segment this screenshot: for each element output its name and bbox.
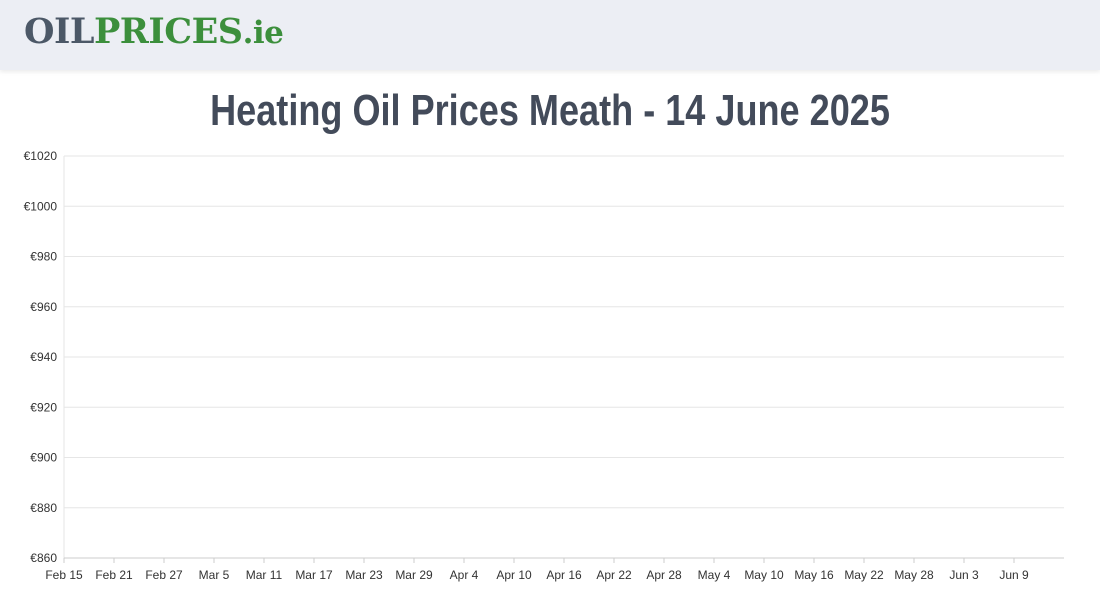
x-tick-label: Mar 17 (295, 568, 333, 582)
price-area-chart: €860 €880 €900 €920 €940 €960 €980 €1000 €1020 F… (0, 140, 1064, 582)
x-tick-label: May 28 (894, 568, 934, 582)
x-tick-label: Jun 9 (999, 568, 1029, 582)
y-tick-label: €960 (30, 300, 57, 314)
x-tick-label: May 22 (844, 568, 884, 582)
y-tick-label: €860 (30, 551, 57, 565)
logo-prices-text: PRICES (93, 11, 243, 52)
x-tick-label: Apr 4 (450, 568, 479, 582)
x-tick-label: May 4 (698, 568, 731, 582)
site-header: OIL PRICES .ie (0, 0, 1100, 70)
y-axis-ticks: €860 €880 €900 €920 €940 €960 €980 €1000 €1020 (24, 149, 58, 565)
logo-oil-text: OIL (24, 11, 94, 52)
y-tick-label: €1020 (24, 149, 58, 163)
x-tick-label: May 16 (794, 568, 834, 582)
page-title: Heating Oil Prices Meath - 14 June 2025 (210, 86, 890, 135)
chart-grid (63, 155, 1064, 559)
x-tick-label: May 10 (744, 568, 784, 582)
x-tick-label: Apr 28 (646, 568, 682, 582)
x-tick-label: Apr 22 (596, 568, 632, 582)
y-tick-label: €900 (30, 451, 57, 465)
y-tick-label: €1000 (24, 199, 58, 213)
x-axis-ticks: Feb 15 Feb 21 Feb 27 Mar 5 Mar 11 Mar 17 Mar 2… (45, 558, 1029, 582)
x-tick-label: Jun 3 (949, 568, 979, 582)
x-tick-label: Mar 11 (246, 568, 283, 582)
x-tick-label: Mar 23 (345, 568, 383, 582)
x-tick-label: Feb 15 (45, 568, 83, 582)
x-tick-label: Feb 27 (145, 568, 183, 582)
y-tick-label: €940 (30, 350, 57, 364)
y-tick-label: €880 (30, 501, 57, 515)
y-tick-label: €920 (30, 400, 57, 414)
site-logo[interactable]: OIL PRICES .ie (24, 11, 284, 52)
logo-ie-text: .ie (242, 15, 284, 51)
x-tick-label: Apr 16 (546, 568, 582, 582)
x-tick-label: Mar 5 (199, 568, 230, 582)
y-tick-label: €980 (30, 250, 57, 264)
x-tick-label: Apr 10 (496, 568, 532, 582)
x-tick-label: Mar 29 (395, 568, 433, 582)
x-tick-label: Feb 21 (95, 568, 133, 582)
